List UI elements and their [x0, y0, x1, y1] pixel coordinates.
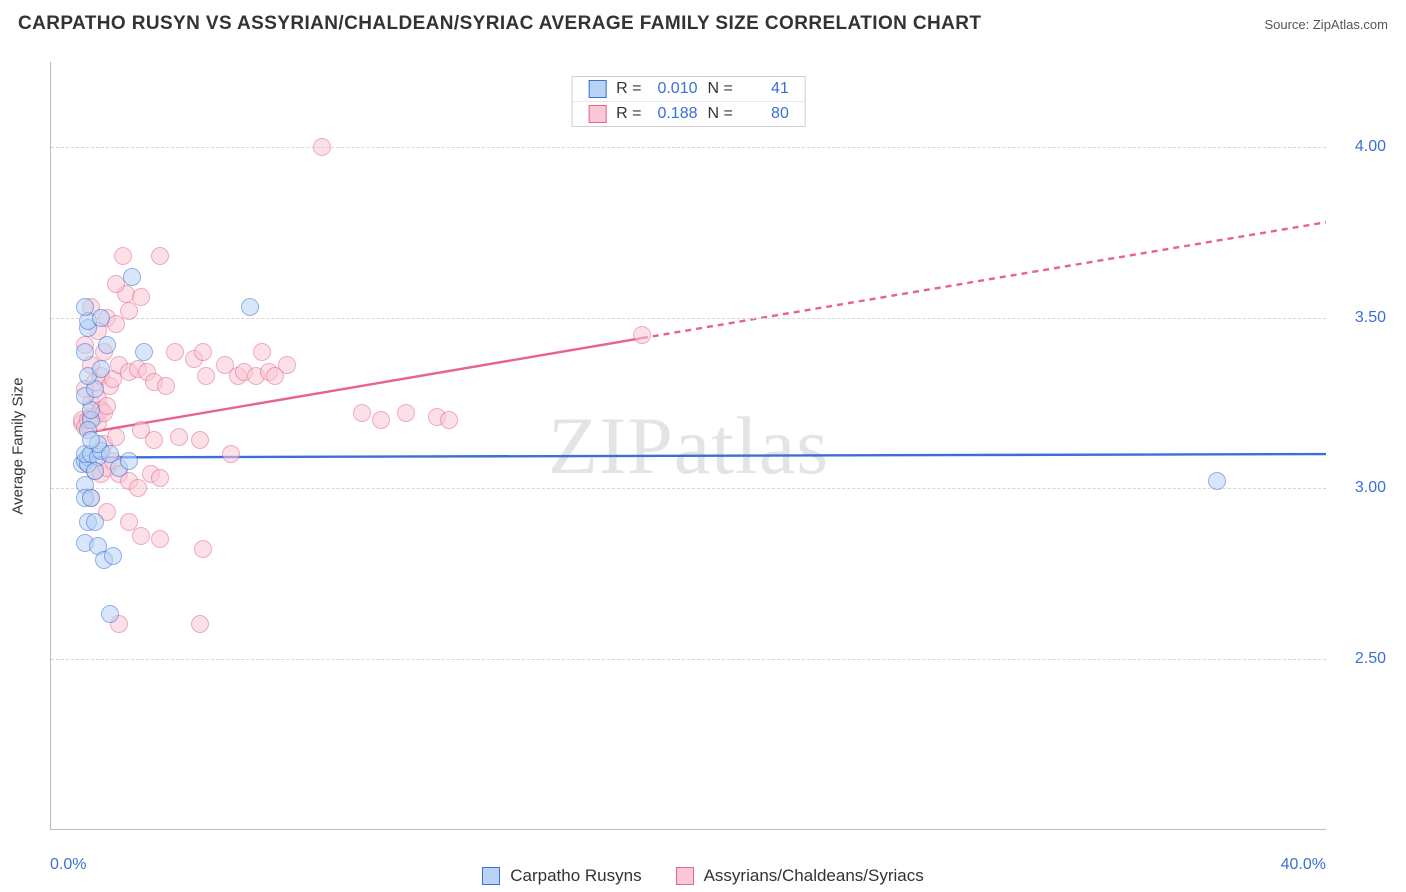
marker-carpatho: [104, 547, 122, 565]
marker-assyrian: [633, 326, 651, 344]
marker-assyrian: [313, 138, 331, 156]
y-tick-label: 3.50: [1336, 309, 1386, 327]
source-link[interactable]: ZipAtlas.com: [1313, 17, 1388, 32]
marker-assyrian: [145, 431, 163, 449]
marker-assyrian: [372, 411, 390, 429]
marker-assyrian: [278, 356, 296, 374]
stats-row-assyrian: R = 0.188 N = 80: [572, 101, 805, 126]
marker-carpatho: [101, 605, 119, 623]
marker-carpatho: [76, 298, 94, 316]
marker-assyrian: [107, 428, 125, 446]
marker-assyrian: [222, 445, 240, 463]
scatter-plot: ZIPatlas R =0.010N =41R =0.188N =80 2.50…: [50, 62, 1326, 830]
legend-label: Carpatho Rusyns: [510, 866, 641, 886]
marker-assyrian: [98, 397, 116, 415]
plot-container: Average Family Size ZIPatlas R =0.010N =…: [28, 48, 1406, 844]
legend-label: Assyrians/Chaldeans/Syriacs: [704, 866, 924, 886]
chart-title: CARPATHO RUSYN VS ASSYRIAN/CHALDEAN/SYRI…: [18, 13, 981, 35]
series-legend: Carpatho Rusyns Assyrians/Chaldeans/Syria…: [0, 866, 1406, 886]
y-axis-label: Average Family Size: [10, 377, 27, 514]
legend-item-assyrian: Assyrians/Chaldeans/Syriacs: [676, 866, 924, 886]
swatch-icon: [588, 80, 606, 98]
y-tick-label: 3.00: [1336, 479, 1386, 497]
gridline: [51, 318, 1326, 319]
trendlines-layer: [51, 62, 1326, 829]
marker-carpatho: [135, 343, 153, 361]
marker-carpatho: [86, 462, 104, 480]
stats-row-carpatho: R = 0.010 N = 41: [572, 77, 805, 101]
n-label: N =: [708, 80, 733, 98]
swatch-icon: [588, 105, 606, 123]
gridline: [51, 147, 1326, 148]
source-prefix: Source:: [1264, 17, 1312, 32]
marker-carpatho: [82, 431, 100, 449]
marker-carpatho: [92, 360, 110, 378]
y-tick-label: 2.50: [1336, 650, 1386, 668]
swatch-icon: [482, 867, 500, 885]
r-value: 0.188: [652, 105, 698, 123]
marker-carpatho: [123, 268, 141, 286]
y-tick-label: 4.00: [1336, 138, 1386, 156]
marker-assyrian: [157, 377, 175, 395]
marker-assyrian: [132, 288, 150, 306]
marker-assyrian: [132, 527, 150, 545]
marker-assyrian: [194, 343, 212, 361]
source-attribution: Source: ZipAtlas.com: [1264, 17, 1388, 32]
marker-assyrian: [170, 428, 188, 446]
marker-assyrian: [191, 615, 209, 633]
marker-assyrian: [397, 404, 415, 422]
marker-carpatho: [86, 513, 104, 531]
marker-assyrian: [151, 247, 169, 265]
r-label: R =: [616, 105, 641, 123]
marker-assyrian: [191, 431, 209, 449]
marker-assyrian: [197, 367, 215, 385]
marker-assyrian: [194, 540, 212, 558]
legend-item-carpatho: Carpatho Rusyns: [482, 866, 641, 886]
marker-carpatho: [241, 298, 259, 316]
marker-assyrian: [166, 343, 184, 361]
marker-carpatho: [1208, 472, 1226, 490]
n-label: N =: [708, 105, 733, 123]
r-label: R =: [616, 80, 641, 98]
stats-legend-box: R = 0.010 N = 41 R = 0.188 N = 80: [571, 76, 806, 127]
marker-assyrian: [151, 530, 169, 548]
marker-assyrian: [253, 343, 271, 361]
marker-carpatho: [82, 489, 100, 507]
marker-assyrian: [114, 247, 132, 265]
r-value: 0.010: [652, 80, 698, 98]
gridline: [51, 659, 1326, 660]
marker-carpatho: [92, 309, 110, 327]
watermark: ZIPatlas: [548, 399, 829, 493]
marker-carpatho: [98, 336, 116, 354]
gridline: [51, 488, 1326, 489]
n-value: 41: [743, 80, 789, 98]
marker-carpatho: [120, 452, 138, 470]
marker-assyrian: [440, 411, 458, 429]
marker-assyrian: [353, 404, 371, 422]
marker-carpatho: [76, 343, 94, 361]
n-value: 80: [743, 105, 789, 123]
swatch-icon: [676, 867, 694, 885]
marker-assyrian: [151, 469, 169, 487]
